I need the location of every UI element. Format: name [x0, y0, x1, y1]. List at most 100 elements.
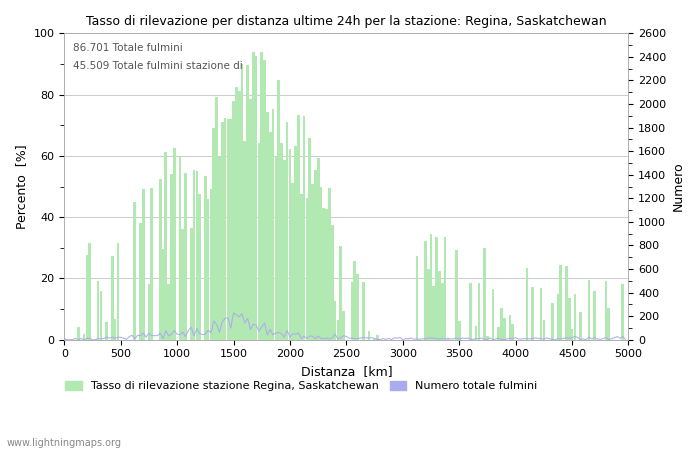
Bar — [605, 281, 607, 340]
Bar — [458, 321, 461, 340]
Bar — [531, 287, 534, 340]
Bar — [486, 336, 489, 340]
Y-axis label: Percento  [%]: Percento [%] — [15, 144, 28, 229]
Bar — [142, 189, 145, 340]
Bar — [331, 225, 334, 340]
Bar — [83, 334, 85, 340]
Bar — [430, 234, 433, 340]
Bar — [184, 172, 187, 340]
Bar — [542, 320, 545, 340]
Bar — [294, 146, 297, 340]
Bar — [509, 315, 511, 340]
Bar — [218, 158, 220, 340]
Bar — [424, 241, 427, 340]
Bar — [317, 158, 319, 340]
Bar — [455, 250, 458, 340]
Bar — [272, 109, 274, 340]
Bar — [77, 327, 80, 340]
Bar — [573, 294, 576, 340]
Bar — [88, 243, 91, 340]
Bar — [608, 308, 610, 340]
Bar — [97, 281, 99, 340]
Bar — [337, 320, 340, 340]
Bar — [570, 329, 573, 340]
Bar — [300, 194, 302, 340]
Bar — [269, 132, 272, 340]
Bar — [139, 224, 142, 340]
Bar — [475, 326, 477, 340]
Bar — [209, 189, 212, 340]
Bar — [258, 143, 260, 340]
Bar — [260, 53, 263, 340]
Bar — [244, 140, 246, 340]
Bar — [500, 308, 503, 340]
Bar — [565, 266, 568, 340]
Bar — [198, 194, 201, 340]
Bar — [170, 174, 173, 340]
Bar — [113, 319, 116, 340]
Text: 86.701 Totale fulmini: 86.701 Totale fulmini — [73, 43, 183, 53]
Bar — [312, 184, 314, 340]
Bar — [433, 286, 435, 340]
Bar — [469, 284, 472, 340]
Bar — [206, 199, 209, 340]
Bar — [249, 99, 252, 340]
Bar — [263, 60, 266, 340]
Bar — [116, 243, 119, 340]
Bar — [134, 202, 136, 340]
Bar — [266, 112, 269, 340]
Bar — [368, 331, 370, 340]
Bar — [235, 87, 238, 340]
Bar — [212, 128, 215, 340]
Legend: Tasso di rilevazione stazione Regina, Saskatchewan, Numero totale fulmini: Tasso di rilevazione stazione Regina, Sa… — [61, 376, 542, 396]
Bar — [354, 261, 356, 340]
Bar — [477, 283, 480, 340]
Bar — [309, 138, 311, 340]
Bar — [503, 319, 505, 340]
Bar — [167, 284, 170, 340]
Bar — [441, 283, 444, 340]
Bar — [190, 228, 193, 340]
Bar — [512, 324, 514, 340]
Bar — [594, 291, 596, 340]
Bar — [559, 266, 562, 340]
Bar — [159, 179, 162, 340]
Bar — [238, 91, 241, 340]
Bar — [246, 65, 249, 340]
Bar — [221, 122, 223, 340]
Title: Tasso di rilevazione per distanza ultime 24h per la stazione: Regina, Saskatchew: Tasso di rilevazione per distanza ultime… — [86, 15, 607, 28]
Bar — [173, 148, 176, 340]
Bar — [328, 188, 331, 340]
Bar — [283, 160, 286, 340]
Bar — [551, 303, 554, 340]
Bar — [274, 158, 277, 340]
Bar — [556, 293, 559, 340]
Bar — [291, 183, 294, 340]
Bar — [444, 237, 447, 340]
Bar — [342, 311, 345, 340]
Bar — [162, 249, 164, 340]
Bar — [181, 230, 184, 340]
Bar — [326, 209, 328, 340]
Bar — [356, 274, 359, 340]
Text: www.lightningmaps.org: www.lightningmaps.org — [7, 438, 122, 448]
Bar — [286, 122, 288, 340]
Bar — [587, 280, 590, 340]
Bar — [302, 117, 305, 340]
Bar — [230, 119, 232, 340]
Bar — [105, 322, 108, 340]
Bar — [568, 297, 570, 340]
Bar — [280, 143, 283, 340]
Bar — [224, 118, 226, 340]
Bar — [491, 288, 494, 340]
Bar — [297, 115, 300, 340]
Bar — [438, 271, 441, 340]
Bar — [111, 256, 113, 340]
Bar — [85, 255, 88, 340]
Bar — [427, 269, 430, 340]
Bar — [193, 170, 195, 340]
Bar — [195, 171, 198, 340]
Bar — [323, 208, 325, 340]
Bar — [320, 187, 322, 340]
Bar — [232, 101, 235, 340]
